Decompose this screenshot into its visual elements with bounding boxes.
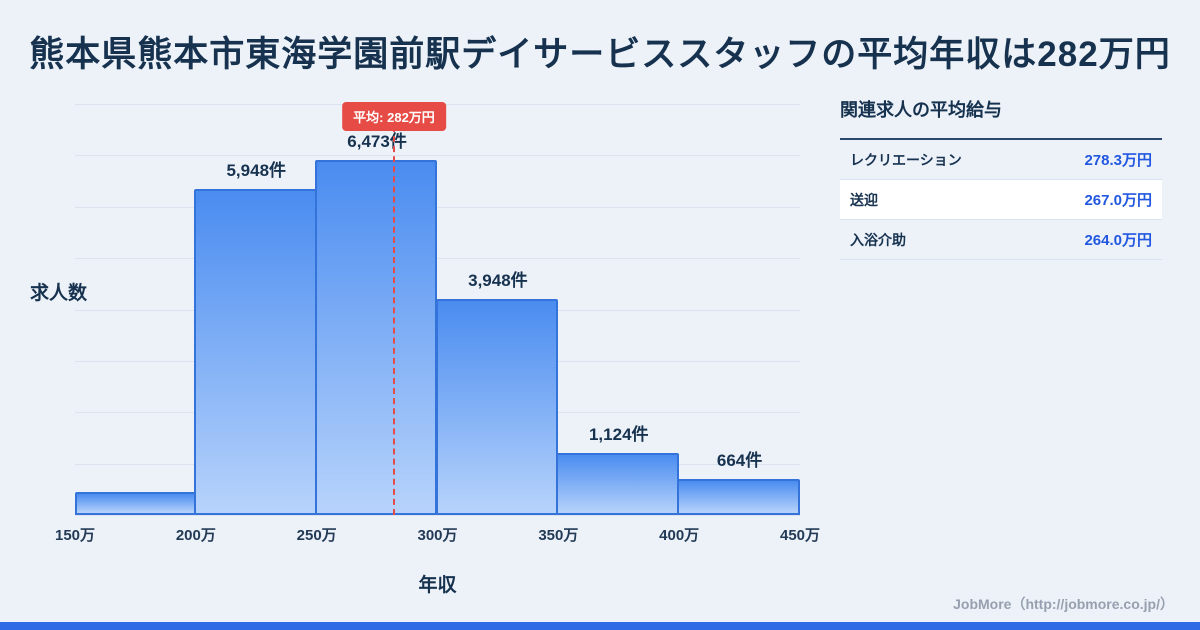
table-row: 送迎 267.0万円 xyxy=(840,180,1162,220)
related-jobs-table: レクリエーション 278.3万円送迎 267.0万円入浴介助 264.0万円 xyxy=(840,138,1162,260)
x-tick-label: 250万 xyxy=(296,527,337,544)
bar-value-label: 3,948件 xyxy=(468,270,528,290)
x-tick-label: 350万 xyxy=(538,527,579,544)
related-jobs-title: 関連求人の平均給与 xyxy=(840,100,1002,120)
page-title: 熊本県熊本市東海学園前駅デイサービススタッフの平均年収は282万円 xyxy=(29,35,1171,74)
related-jobs-panel: 関連求人の平均給与 レクリエーション 278.3万円送迎 267.0万円入浴介助 26… xyxy=(840,96,1162,260)
bar-value-label: 5,948件 xyxy=(226,161,287,181)
footer-credit: JobMore（http://jobmore.co.jp/） xyxy=(953,596,1174,612)
bar-value-label: 1,124件 xyxy=(588,425,649,445)
related-job-salary: 278.3万円 xyxy=(1084,152,1152,169)
x-axis-ticks: 150万 200万 250万 300万 350万 400万 450万 xyxy=(55,524,820,546)
x-tick-label: 400万 xyxy=(659,527,700,544)
gridline xyxy=(75,258,800,260)
table-row: レクリエーション 278.3万円 xyxy=(840,140,1162,180)
x-tick-label: 450万 xyxy=(779,527,821,544)
related-job-label: 送迎 xyxy=(850,191,878,208)
histogram-bar xyxy=(193,189,317,515)
x-axis-label: 年収 xyxy=(418,575,457,596)
x-tick-label: 150万 xyxy=(54,527,96,544)
related-job-label: 入浴介助 xyxy=(850,231,906,248)
gridline xyxy=(75,206,800,208)
histogram-plot-area: 5,948件 6,473件 3,948件 1,124件 664件 平均: 282万円 xyxy=(75,102,800,516)
gridline xyxy=(75,155,800,157)
bar-value-label: 664件 xyxy=(716,450,763,470)
table-row: 入浴介助 264.0万円 xyxy=(840,220,1162,260)
related-job-label: レクリエーション xyxy=(850,151,962,168)
histogram-bar xyxy=(314,160,438,515)
histogram-bar xyxy=(435,298,559,515)
bar-value-label: 6,473件 xyxy=(347,132,407,152)
histogram-bar xyxy=(75,491,196,515)
histogram-bar xyxy=(556,453,680,515)
related-job-salary: 264.0万円 xyxy=(1084,232,1152,249)
bottom-accent-bar xyxy=(0,622,1200,630)
x-tick-label: 200万 xyxy=(175,527,216,544)
gridline xyxy=(75,515,800,516)
y-axis-label: 求人数 xyxy=(30,283,88,304)
related-job-salary: 267.0万円 xyxy=(1084,192,1152,209)
average-line xyxy=(393,126,395,515)
histogram-bar xyxy=(677,478,800,515)
average-badge: 平均: 282万円 xyxy=(342,102,446,131)
x-tick-label: 300万 xyxy=(417,527,458,544)
